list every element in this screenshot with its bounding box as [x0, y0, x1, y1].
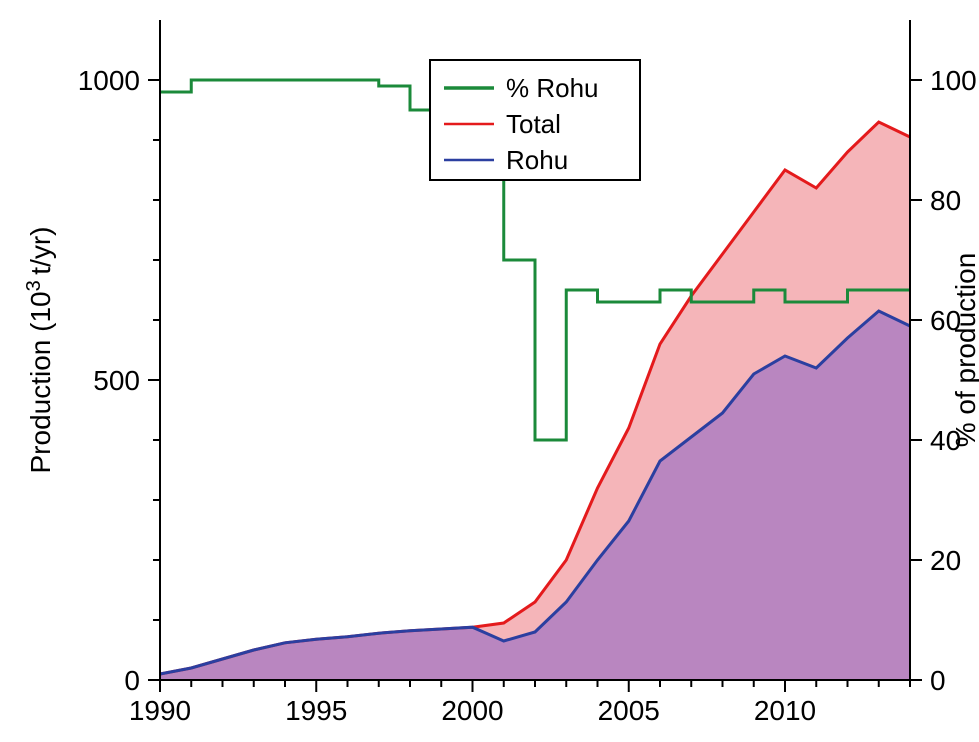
svg-text:2010: 2010: [754, 695, 816, 726]
y-axis-left-label: Production (103 t/yr): [23, 226, 56, 473]
svg-text:1995: 1995: [285, 695, 347, 726]
svg-text:1000: 1000: [78, 65, 140, 96]
svg-text:1990: 1990: [129, 695, 191, 726]
y-axis-right-label: % of production: [950, 253, 979, 448]
legend: % Rohu Total Rohu: [430, 60, 640, 180]
chart-container: 05001000 020406080100 199019952000200520…: [0, 0, 979, 742]
production-chart: 05001000 020406080100 199019952000200520…: [0, 0, 979, 742]
svg-text:80: 80: [930, 185, 961, 216]
svg-text:20: 20: [930, 545, 961, 576]
svg-text:0: 0: [124, 665, 140, 696]
svg-text:2000: 2000: [441, 695, 503, 726]
legend-label: Total: [506, 109, 561, 139]
svg-text:100: 100: [930, 65, 977, 96]
x-axis: 1990 1995 2000 2005 2010: [129, 680, 910, 726]
svg-text:2005: 2005: [598, 695, 660, 726]
legend-label: Rohu: [506, 145, 568, 175]
svg-text:500: 500: [93, 365, 140, 396]
y-axis-left: 0 500 1000: [78, 20, 160, 696]
legend-label: % Rohu: [506, 73, 599, 103]
svg-text:0: 0: [930, 665, 946, 696]
